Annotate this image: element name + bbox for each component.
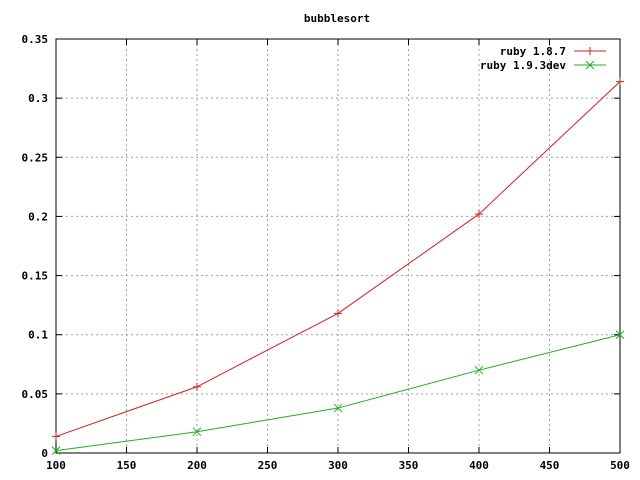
x-tick-label: 450 [540,459,560,472]
y-tick-label: 0.3 [28,92,48,105]
data-point [334,309,342,318]
legend-label: ruby 1.8.7 [500,45,566,58]
chart-title: bubblesort [304,12,370,25]
x-tick-label: 500 [610,459,630,472]
y-tick-label: 0 [41,447,48,460]
data-point [475,210,483,219]
x-tick-label: 250 [258,459,278,472]
data-point [51,446,61,455]
legend-marker [586,47,594,55]
y-tick-label: 0.2 [28,210,48,223]
y-tick-label: 0.05 [22,388,49,401]
data-point-marker-b [192,427,202,437]
legend-label: ruby 1.9.3dev [480,59,566,72]
y-tick-label: 0.1 [28,329,48,342]
x-tick-label: 350 [399,459,419,472]
series-1 [51,330,625,455]
y-tick-label: 0.35 [22,33,49,46]
data-point-marker-b [474,365,484,375]
data-point [615,330,625,340]
y-tick-label: 0.15 [22,270,49,283]
series-0 [52,77,624,441]
x-tick-label: 100 [46,459,66,472]
x-tick-label: 200 [187,459,207,472]
grid [56,39,620,453]
data-point [192,427,202,437]
x-tick-label: 300 [328,459,348,472]
axis-ticks: 100 150 200 250 300 350 400 450 500 0 0.05 0.1 0.15 0… [22,33,630,472]
legend-marker-part-b [585,60,595,70]
data-point [333,403,343,413]
data-point [52,432,60,441]
x-tick-label: 400 [469,459,489,472]
data-point-marker-b [51,446,61,455]
data-point [616,77,624,86]
series-group [51,77,625,455]
data-point [474,365,484,375]
data-point [193,382,201,391]
data-point-marker-b [333,403,343,413]
x-tick-label: 150 [117,459,137,472]
y-tick-label: 0.25 [22,151,49,164]
data-point-marker-b [615,330,625,340]
series-line [55,334,621,452]
legend-marker [585,60,595,70]
